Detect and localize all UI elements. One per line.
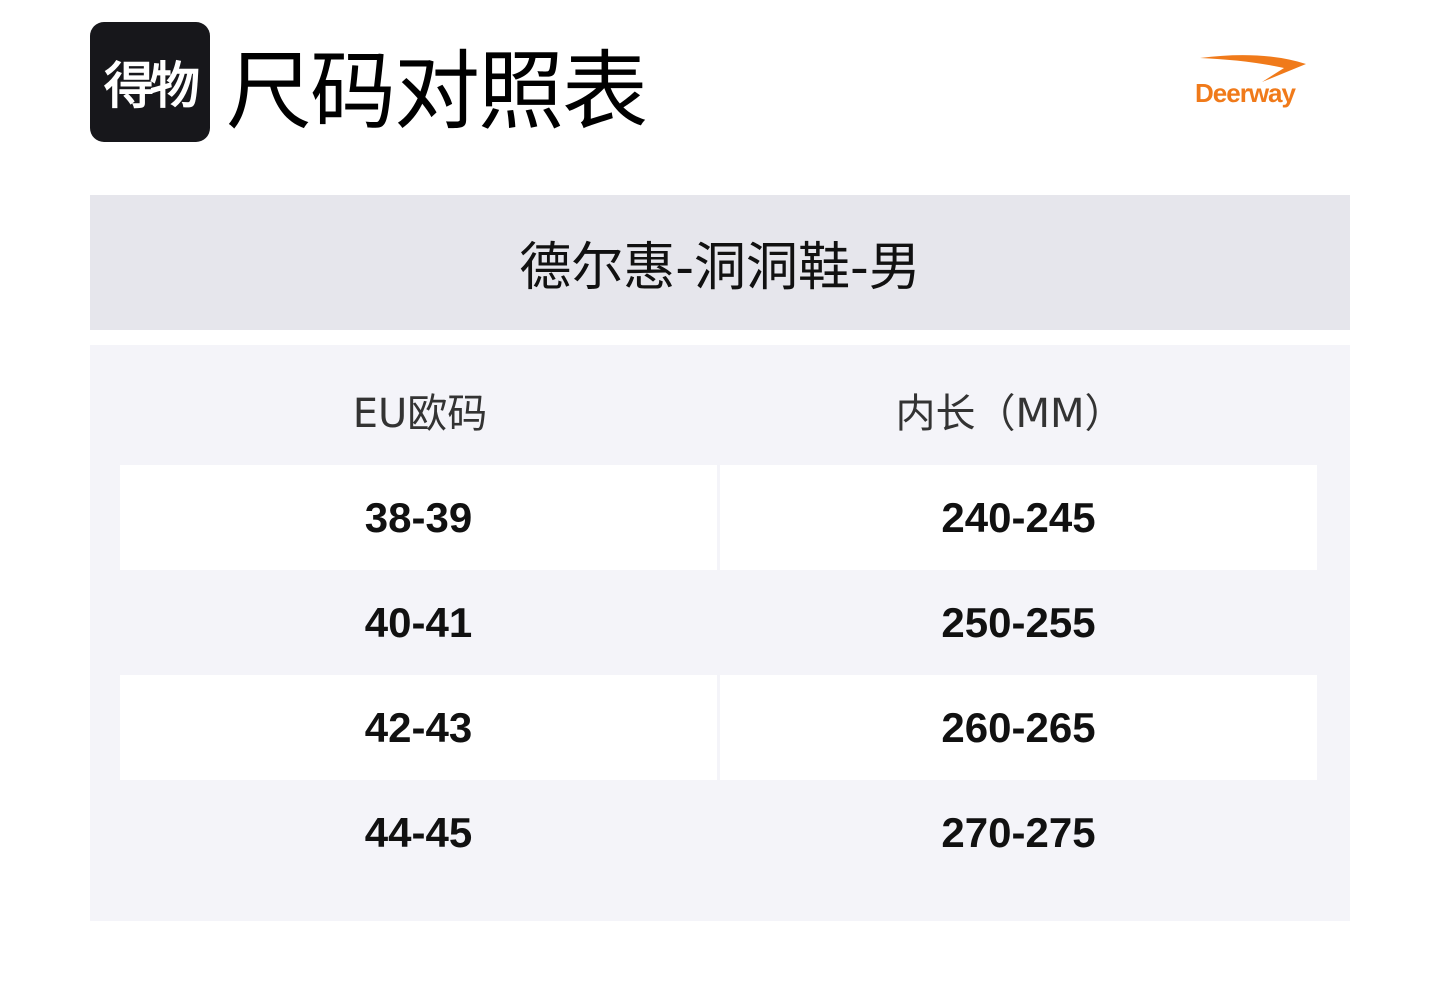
cell-eu: 38-39	[120, 465, 717, 570]
app-logo: 得物	[90, 22, 210, 142]
cell-eu: 40-41	[364, 598, 473, 646]
product-subtitle: 德尔惠-洞洞鞋-男	[90, 195, 1350, 330]
column-header-eu: EU欧码	[352, 391, 488, 437]
cell-length: 250-255	[941, 598, 1096, 646]
cell-length: 270-275	[941, 808, 1096, 856]
table-row: 42-43 260-265	[120, 675, 1317, 780]
table-row: 44-45 270-275	[120, 780, 1317, 885]
page-title: 尺码对照表	[226, 42, 648, 142]
cell-eu: 42-43	[120, 675, 717, 780]
cell-length: 260-265	[720, 675, 1317, 780]
cell-length: 240-245	[720, 465, 1317, 570]
table-row: 38-39 240-245	[120, 465, 1317, 570]
brand-logo: Deerway	[1192, 52, 1312, 112]
size-table: EU欧码 内长（MM） 38-39 240-245 40-41 250-255 42…	[90, 345, 1350, 921]
brand-swoosh-icon	[1200, 55, 1306, 82]
cell-eu: 44-45	[364, 808, 473, 856]
app-logo-text: 得物	[104, 57, 200, 115]
column-header-length: 内长（MM）	[895, 391, 1125, 437]
brand-text: Deerway	[1195, 78, 1296, 108]
table-row: 40-41 250-255	[120, 570, 1317, 675]
